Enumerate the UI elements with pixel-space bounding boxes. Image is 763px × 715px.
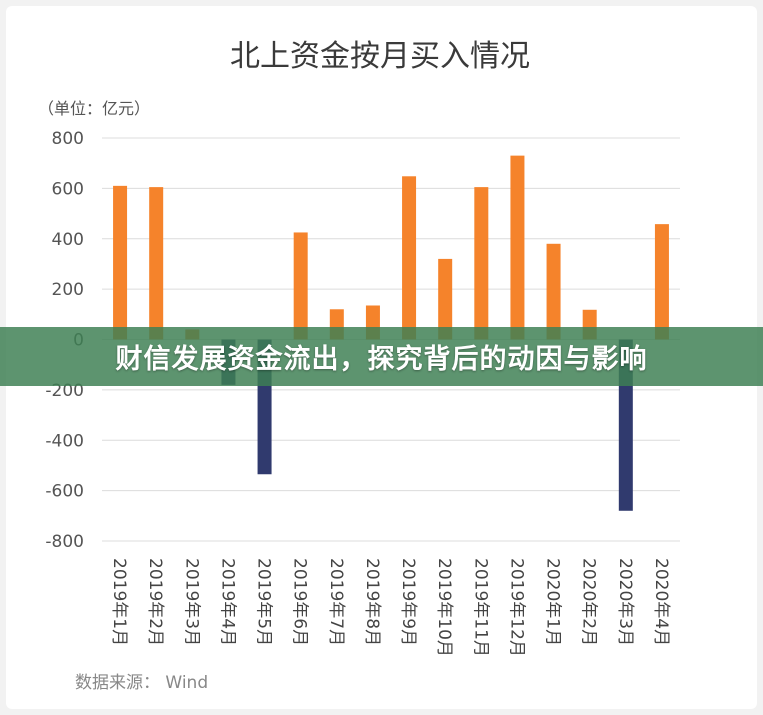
x-tick-label: 2020年2月 [579, 558, 599, 646]
x-tick-label: 2019年4月 [217, 558, 237, 646]
bar [113, 185, 128, 340]
x-axis-ticks: 2019年1月 2019年2月 2019年3月 2019年4月 2019年5月 2019年… [109, 558, 671, 657]
bar [654, 224, 669, 340]
x-tick-label: 2019年3月 [181, 558, 201, 646]
bar [546, 243, 561, 340]
bar [293, 232, 308, 340]
y-tick-label: -800 [45, 532, 84, 552]
x-tick-label: 2019年10月 [434, 558, 454, 657]
source-label: 数据来源： Wind [75, 673, 208, 693]
x-tick-label: 2019年1月 [109, 558, 129, 646]
headline-text: 财信发展资金流出，探究背后的动因与影响 [115, 344, 648, 375]
bar [402, 176, 417, 340]
y-tick-label: 400 [52, 230, 84, 250]
headline-banner: 财信发展资金流出，探究背后的动因与影响 [0, 327, 763, 386]
x-tick-label: 2019年7月 [326, 558, 346, 646]
y-tick-label: 200 [52, 280, 84, 300]
x-tick-label: 2019年2月 [145, 558, 165, 646]
y-tick-label: 800 [52, 129, 84, 149]
x-tick-label: 2020年1月 [543, 558, 563, 646]
x-tick-label: 2020年4月 [651, 558, 671, 646]
bar [149, 187, 164, 340]
bar [438, 258, 453, 340]
x-tick-label: 2019年9月 [398, 558, 418, 646]
x-tick-label: 2019年8月 [362, 558, 382, 646]
bar [510, 155, 525, 340]
x-tick-label: 2019年5月 [254, 558, 274, 646]
unit-label: （单位：亿元） [38, 99, 150, 118]
y-tick-label: -400 [45, 431, 84, 451]
y-tick-label: -600 [45, 482, 84, 502]
x-tick-label: 2020年3月 [615, 558, 635, 646]
x-tick-label: 2019年12月 [506, 558, 526, 657]
x-tick-label: 2019年6月 [290, 558, 310, 646]
chart-title: 北上资金按月买入情况 [230, 39, 530, 74]
bar [474, 187, 489, 340]
x-tick-label: 2019年11月 [470, 558, 490, 657]
y-tick-label: 600 [52, 179, 84, 199]
